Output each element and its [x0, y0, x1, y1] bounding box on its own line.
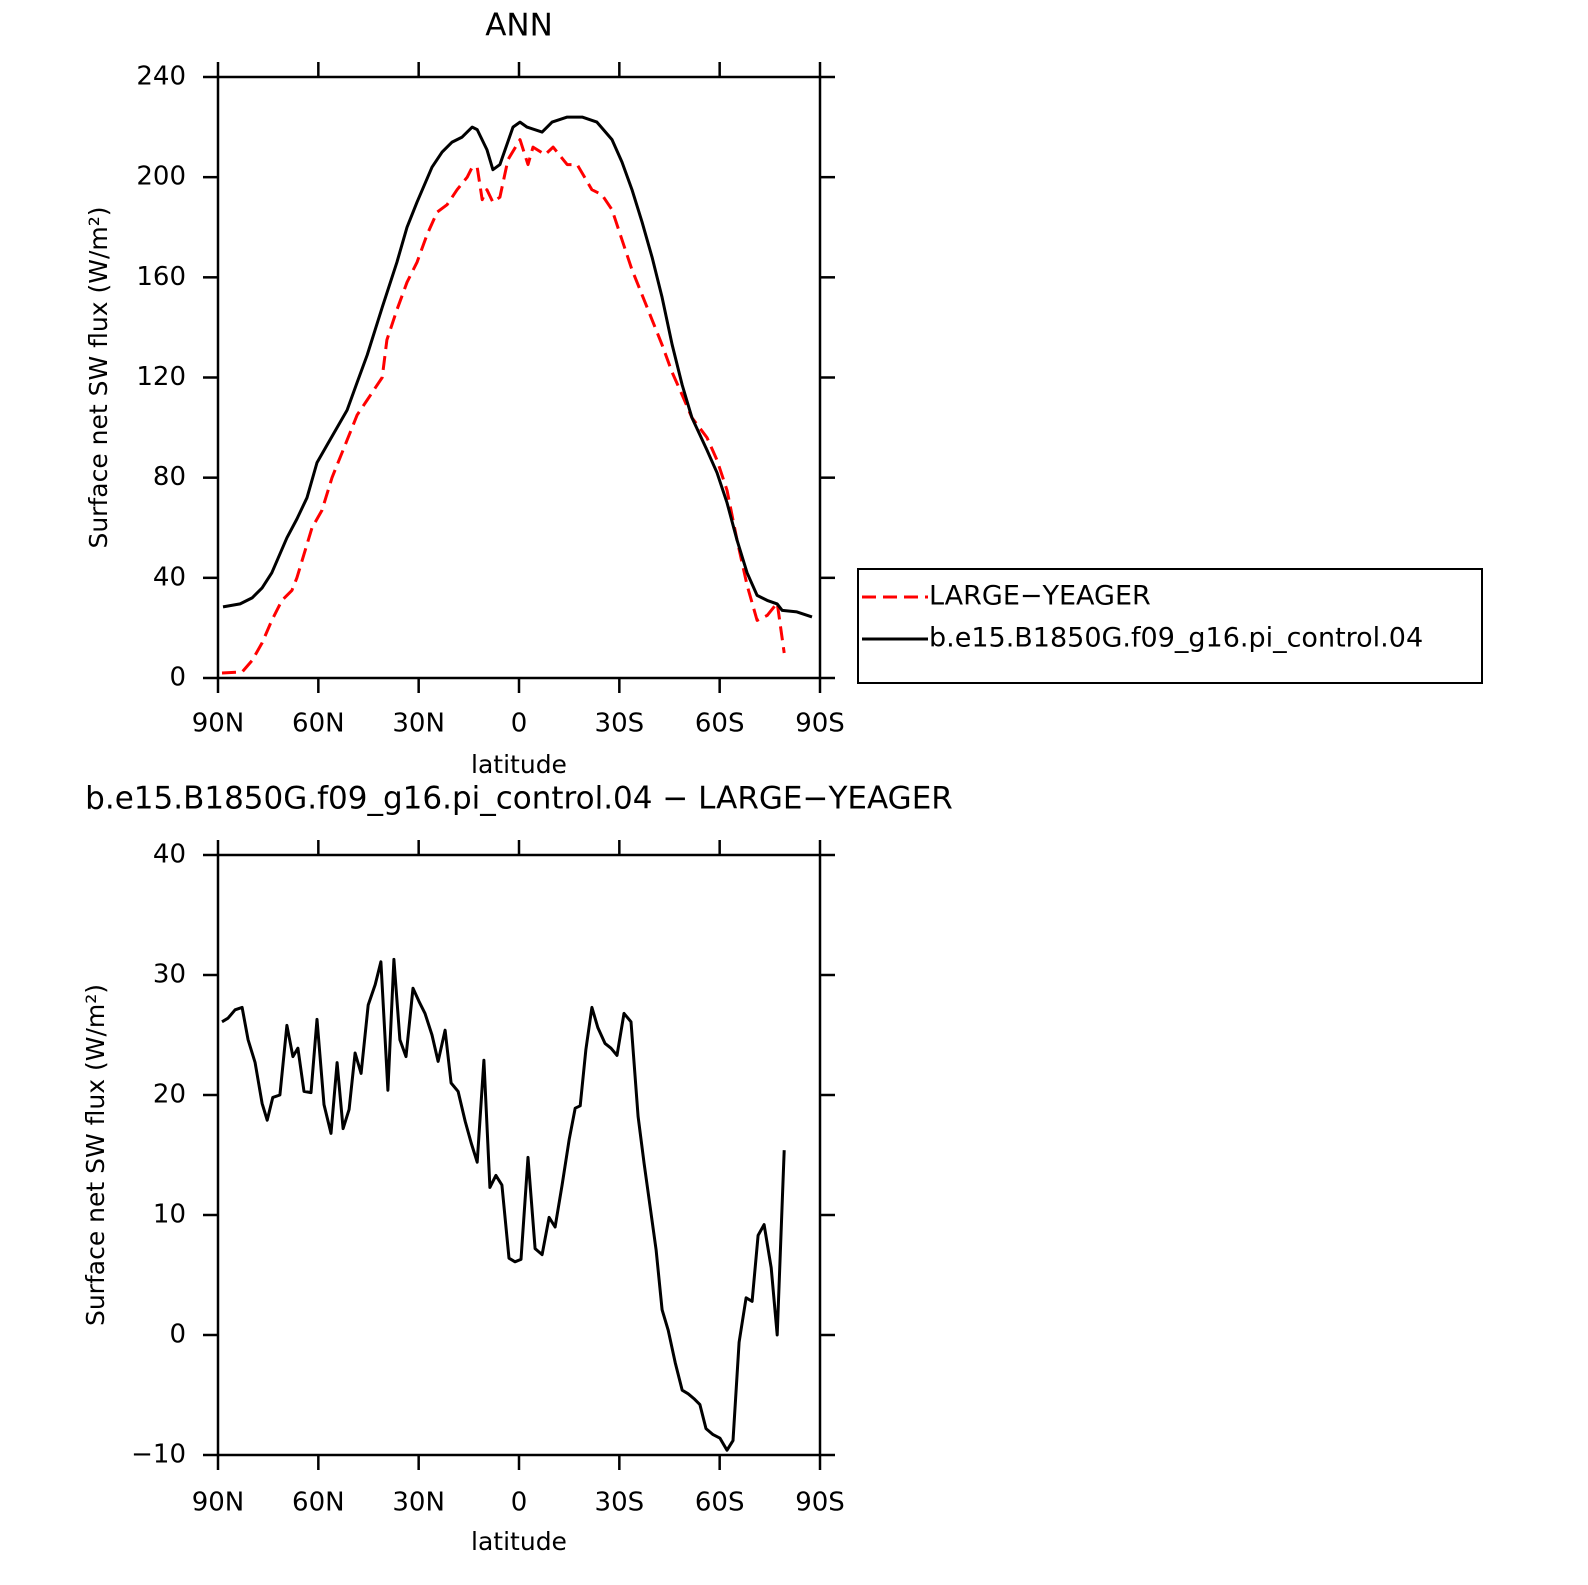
plot-frame	[216, 853, 822, 1457]
y-tick-label: 40	[153, 562, 186, 592]
x-tick-label: 90S	[795, 1488, 845, 1518]
x-axis-label: latitude	[471, 750, 567, 779]
x-tick-label: 30N	[392, 1488, 445, 1518]
y-axis-label: Surface net SW flux (W/m²)	[84, 206, 113, 548]
legend-box	[857, 568, 1483, 684]
chart-title: ANN	[485, 8, 553, 44]
x-tick-label: 30S	[595, 1488, 645, 1518]
plot-frame	[216, 75, 822, 680]
x-tick-label: 60S	[695, 709, 745, 739]
y-tick-label: 80	[153, 462, 186, 492]
y-tick-label: 200	[136, 162, 186, 192]
y-tick-label: −10	[131, 1440, 186, 1470]
y-tick-label: 10	[153, 1200, 186, 1230]
y-tick-label: 40	[153, 840, 186, 870]
x-tick-label: 90N	[192, 709, 245, 739]
y-tick-label: 30	[153, 960, 186, 990]
y-tick-label: 160	[136, 262, 186, 292]
legend-label: b.e15.B1850G.f09_g16.pi_control.04	[929, 623, 1423, 654]
y-axis-label: Surface net SW flux (W/m²)	[81, 984, 110, 1326]
x-tick-label: 30S	[595, 709, 645, 739]
x-axis-label: latitude	[471, 1527, 567, 1556]
data-line	[221, 138, 786, 675]
x-tick-label: 60N	[292, 709, 345, 739]
x-tick-label: 0	[511, 709, 528, 739]
y-tick-label: 20	[153, 1080, 186, 1110]
x-tick-label: 30N	[392, 709, 445, 739]
x-tick-label: 60S	[695, 1488, 745, 1518]
data-line	[221, 957, 786, 1452]
y-tick-label: 240	[136, 62, 186, 92]
x-tick-label: 90N	[192, 1488, 245, 1518]
x-tick-label: 60N	[292, 1488, 345, 1518]
y-tick-label: 120	[136, 362, 186, 392]
x-tick-label: 0	[511, 1488, 528, 1518]
y-tick-label: 0	[169, 1320, 186, 1350]
legend-label: LARGE−YEAGER	[929, 581, 1151, 612]
x-tick-label: 90S	[795, 709, 845, 739]
data-line	[222, 115, 813, 619]
chart-title: b.e15.B1850G.f09_g16.pi_control.04 − LAR…	[85, 781, 953, 817]
y-tick-label: 0	[169, 663, 186, 693]
